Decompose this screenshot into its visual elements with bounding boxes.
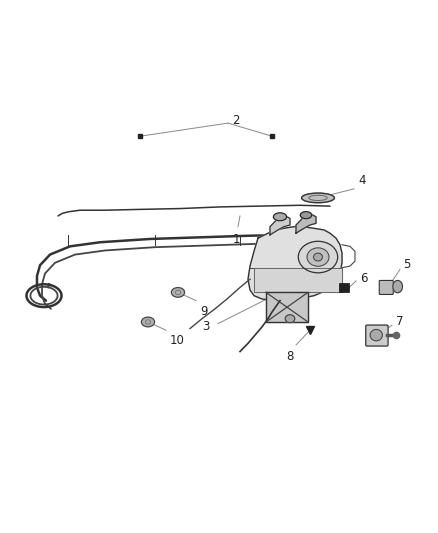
- Text: 5: 5: [403, 258, 410, 271]
- Polygon shape: [266, 293, 308, 322]
- Polygon shape: [254, 268, 342, 293]
- Polygon shape: [296, 214, 316, 233]
- Text: 9: 9: [200, 305, 208, 318]
- Text: 4: 4: [358, 174, 365, 187]
- Text: 6: 6: [360, 272, 367, 285]
- Ellipse shape: [370, 329, 382, 341]
- Ellipse shape: [273, 213, 286, 221]
- Ellipse shape: [300, 212, 312, 219]
- Text: 8: 8: [286, 350, 294, 363]
- FancyBboxPatch shape: [379, 280, 393, 294]
- Polygon shape: [248, 227, 342, 301]
- Ellipse shape: [298, 241, 338, 273]
- Ellipse shape: [141, 317, 155, 327]
- Text: 2: 2: [233, 115, 240, 127]
- Text: 7: 7: [396, 314, 403, 328]
- FancyBboxPatch shape: [339, 283, 349, 292]
- FancyBboxPatch shape: [366, 325, 388, 346]
- Ellipse shape: [314, 253, 322, 261]
- Ellipse shape: [302, 193, 335, 203]
- Polygon shape: [270, 215, 290, 235]
- Ellipse shape: [171, 288, 184, 297]
- Text: 3: 3: [203, 320, 210, 333]
- Ellipse shape: [307, 248, 329, 266]
- Ellipse shape: [393, 280, 403, 293]
- Text: 10: 10: [170, 334, 185, 348]
- Text: 1: 1: [232, 233, 240, 246]
- Ellipse shape: [285, 315, 295, 322]
